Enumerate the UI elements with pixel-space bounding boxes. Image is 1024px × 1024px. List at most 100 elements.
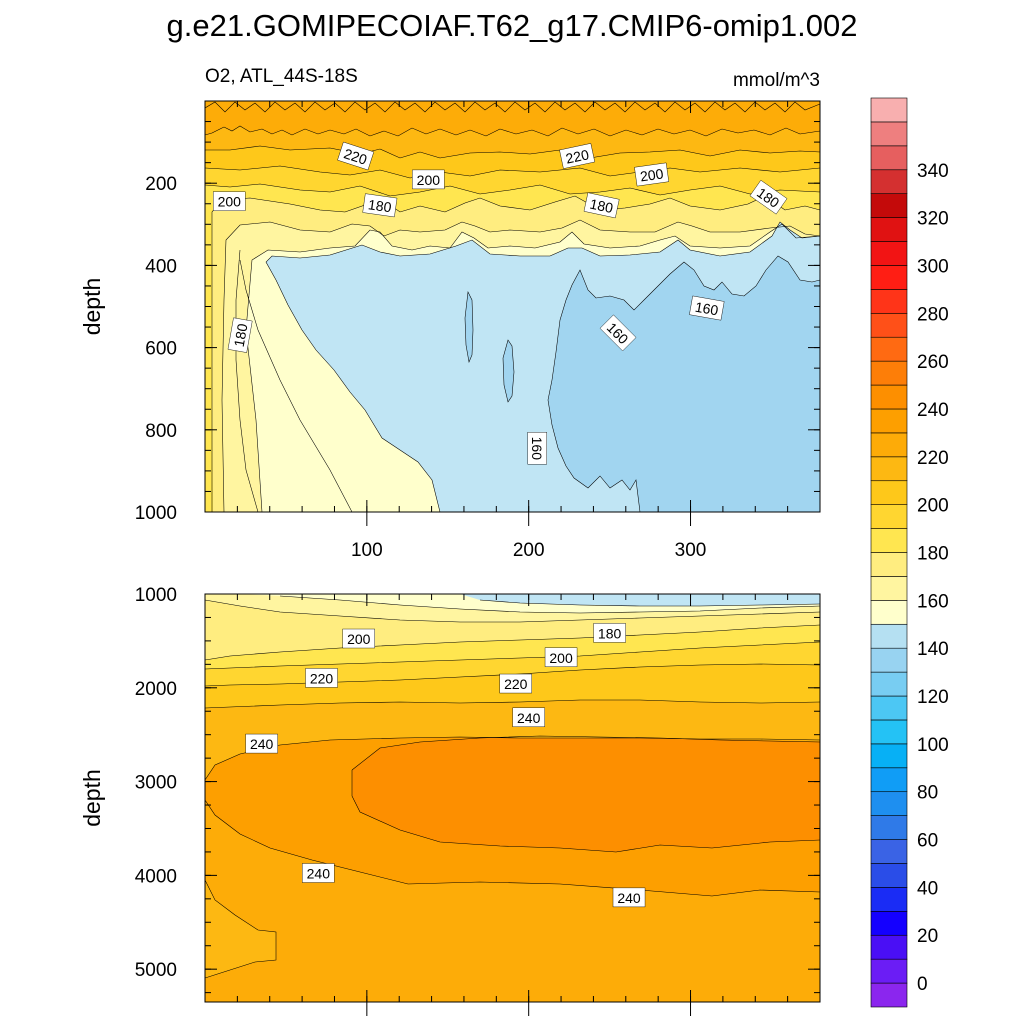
colorbar-swatch: [870, 384, 908, 410]
colorbar-swatch: [870, 911, 908, 936]
band-160: [460, 594, 820, 606]
band-250: [352, 736, 820, 852]
colorbar-swatch: [870, 408, 908, 434]
lower-y-tick-label: 1000: [135, 585, 177, 606]
lower-contour-label: 200: [342, 628, 375, 649]
colorbar-swatch: [870, 145, 908, 171]
svg-text:180: 180: [231, 322, 251, 348]
colorbar-tick-label: 160: [917, 591, 949, 612]
colorbar-swatch: [870, 743, 908, 769]
colorbar-tick-label: 0: [917, 974, 928, 995]
lower-contour-label: 240: [512, 707, 545, 728]
upper-x-tick-label: 200: [513, 540, 545, 561]
colorbar-swatch: [870, 815, 908, 840]
svg-text:220: 220: [310, 670, 334, 686]
upper-y-tick-label: 800: [145, 421, 177, 442]
colorbar-swatch: [870, 623, 908, 649]
colorbar-swatch: [870, 958, 908, 984]
colorbar-swatch: [870, 695, 908, 721]
colorbar-swatch: [870, 456, 908, 482]
band-235-deep: [205, 880, 276, 978]
lower-y-axis-label: depth: [79, 769, 105, 827]
lower-contour-label: 240: [302, 863, 335, 883]
lower-contour-label: 240: [612, 887, 646, 908]
chart-title: g.e21.GOMIPECOIAF.T62_g17.CMIP6-omip1.00…: [167, 8, 858, 43]
upper-panel-fill: [205, 101, 820, 512]
colorbar-swatch: [870, 480, 908, 505]
colorbar: 0 20 40 60 80 100 120 140 160 180 200 220 240 260 280 3…: [870, 97, 949, 1008]
colorbar-swatch: [870, 839, 908, 864]
colorbar-swatch: [870, 121, 908, 147]
colorbar-swatch: [870, 791, 908, 816]
svg-text:240: 240: [250, 736, 274, 752]
colorbar-tick-label: 140: [917, 639, 949, 660]
colorbar-tick-label: 60: [917, 831, 938, 852]
upper-contour-label: 160: [689, 295, 725, 321]
colorbar-swatch: [870, 600, 908, 625]
colorbar-swatch: [870, 767, 908, 793]
lower-contour-lines: [205, 595, 820, 979]
colorbar-tick-label: 200: [917, 496, 949, 517]
upper-panel-axes: 100 200 300 200 400 600 800 1000 depth: [79, 100, 821, 561]
upper-y-axis-label: depth: [79, 278, 105, 336]
svg-text:160: 160: [529, 437, 545, 461]
upper-contour-label: 160: [527, 432, 547, 465]
upper-contour-label: 200: [213, 191, 246, 211]
colorbar-swatch: [870, 863, 908, 888]
colorbar-tick-label: 220: [917, 448, 949, 469]
upper-contour-lines: [205, 101, 820, 512]
upper-contour-label: 200: [634, 162, 670, 187]
colorbar-swatch: [870, 360, 908, 386]
lower-y-tick-label: 2000: [135, 679, 177, 700]
colorbar-swatch: [870, 265, 908, 290]
lower-contour-label: 220: [305, 668, 338, 688]
colorbar-tick-label: 20: [917, 926, 938, 947]
svg-text:240: 240: [307, 866, 331, 882]
colorbar-swatch: [870, 169, 908, 194]
svg-text:180: 180: [598, 625, 622, 641]
colorbar-swatch: [870, 241, 908, 266]
colorbar-swatch: [870, 193, 908, 218]
upper-x-tick-label: 100: [351, 540, 383, 561]
colorbar-tick-label: 180: [917, 544, 949, 565]
upper-y-tick-label: 1000: [135, 503, 177, 524]
upper-contour-label: 200: [412, 169, 445, 190]
colorbar-swatch: [870, 671, 908, 697]
upper-contour-label: 180: [583, 192, 620, 219]
upper-y-tick-label: 200: [145, 174, 177, 195]
lower-panel-fill: [205, 594, 820, 1002]
colorbar-swatch: [870, 289, 908, 314]
svg-text:220: 220: [342, 145, 369, 168]
colorbar-swatch: [870, 982, 908, 1008]
colorbar-tick-label: 340: [917, 161, 949, 182]
svg-text:200: 200: [218, 194, 242, 210]
colorbar-swatch: [870, 432, 908, 458]
variable-region-label: O2, ATL_44S-18S: [205, 66, 358, 87]
lower-contour-label: 240: [245, 733, 278, 754]
upper-contour-label: 220: [337, 141, 375, 171]
svg-text:240: 240: [517, 710, 541, 726]
band-150: [548, 256, 820, 512]
lower-contour-labels: 200 180 200 220 220 240 240 240 240: [245, 623, 646, 908]
upper-contour-label: 180: [362, 193, 398, 218]
colorbar-tick-label: 240: [917, 400, 949, 421]
colorbar-tick-label: 320: [917, 209, 949, 230]
colorbar-tick-label: 300: [917, 256, 949, 277]
colorbar-tick-label: 260: [917, 352, 949, 373]
colorbar-swatch: [870, 217, 908, 242]
colorbar-tick-label: 120: [917, 687, 949, 708]
colorbar-tick-label: 80: [917, 783, 938, 804]
lower-y-tick-label: 3000: [135, 773, 177, 794]
lower-contour-label: 180: [593, 623, 626, 643]
upper-y-tick-label: 400: [145, 256, 177, 277]
svg-text:200: 200: [417, 172, 441, 188]
colorbar-swatch: [870, 552, 908, 577]
colorbar-swatch: [870, 934, 908, 960]
colorbar-swatch: [870, 528, 908, 553]
colorbar-swatch: [870, 576, 908, 601]
lower-panel-axes: 1000 2000 3000 4000 5000 depth: [79, 585, 821, 1016]
colorbar-tick-label: 100: [917, 735, 949, 756]
colorbar-swatch: [870, 312, 908, 338]
svg-text:200: 200: [347, 631, 371, 647]
svg-text:200: 200: [549, 650, 573, 666]
